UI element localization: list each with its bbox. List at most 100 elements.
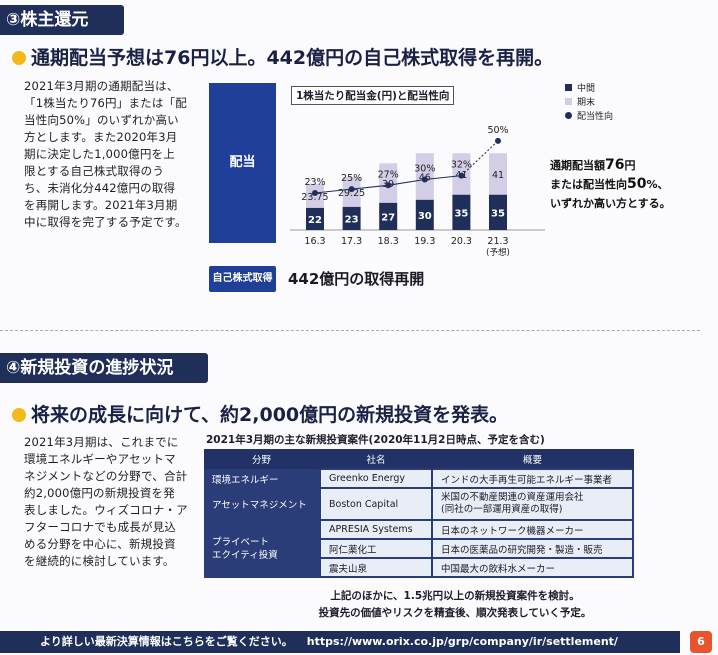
footer-bar: より詳しい最新決算情報はこちらをご覧ください。 https://www.orix.… [0,631,680,653]
text-line: 約2,000億円の新規投資を発 [24,486,175,500]
cell-field: アセットマネジメント [204,488,320,520]
bar-year-end [415,153,434,200]
data-label-interim: 22 [308,215,322,226]
payout-ratio-label: 25% [341,173,362,184]
data-label-interim: 23 [345,214,359,225]
dividend-description: 2021年3月期の通期配当は、 「1株当たり76円」または「配 当性向50%」の… [24,78,187,231]
note-line: いずれか高い方とする。 [550,197,671,210]
investment-table: 分野 社名 概要 環境エネルギー Greenko Energy インドの大手再生… [204,449,634,578]
bar-interim [306,207,324,230]
data-label-interim: 35 [491,208,505,219]
dividend-chart: 2223.7516.32329.2517.3273918.3304619.335… [290,125,545,258]
cell-overview: 日本の医薬品の研究開発・製造・販売 [431,538,634,559]
text-line: 表しました。ウィズコロナ・ア [24,503,188,517]
legend-item-interim: 中間 [565,80,613,94]
cell-company: 震夫山泉 [319,557,433,578]
text-line: 中に取得を完了する予定です。 [24,215,187,229]
table-header-row: 分野 社名 概要 [204,449,634,469]
bullet-dot-icon [12,51,26,65]
section-divider [0,330,700,331]
payout-ratio-line [461,140,499,177]
cell-company: Greenko Energy [319,468,433,489]
investment-footnote: 上記のほかに、1.5兆円以上の新規投資案件を検討。 投資先の価値やリスクを精査後… [275,588,635,622]
text-line: 期に決定した1,000億円を上 [24,147,175,161]
data-label-interim: 30 [418,211,432,222]
footnote-line: 投資先の価値やリスクを精査後、順次発表していく予定。 [318,607,592,619]
bullet-dot-icon [12,408,26,422]
payout-ratio-line [388,178,425,186]
text-line: フターコロナでも成長が見込 [24,520,177,534]
chart-legend: 中間 期末 配当性向 [565,80,613,122]
buyback-label-box: 自己株式取得 [209,266,276,292]
settlement-info-link[interactable]: https://www.orix.co.jp/grp/company/ir/se… [306,635,618,648]
bar-interim [379,202,398,230]
text-line: 当性向50%」のいずれか高い [24,113,179,127]
legend-swatch [565,111,572,119]
bar-interim [415,199,434,230]
data-label-interim: 27 [381,212,395,223]
column-header-field: 分野 [204,449,321,469]
cell-field: 環境エネルギー [204,469,320,488]
column-header-overview: 概要 [432,449,634,469]
dividend-note: 通期配当額76円 または配当性向50%、 いずれか高い方とする。 [550,156,671,213]
x-tick-label: 20.3 [451,236,472,247]
cell-company: Boston Capital [319,487,433,521]
bar-interim [452,194,471,230]
column-header-company: 社名 [320,449,433,469]
table-row: 阿仁薬化工 日本の医薬品の研究開発・製造・販売 [204,538,634,559]
text-line: 「1株当たり76円」または「配 [24,96,187,110]
text-line: を再開します。2021年3月期 [24,198,178,212]
payout-ratio-line [351,184,389,190]
payout-ratio-point [385,182,392,189]
text-line: 環境エネルギーやアセットマ [24,452,176,466]
data-label-year-end: 23.75 [301,192,328,203]
headline-dividend: 通期配当予想は76円以上。442億円の自己株式取得を再開。 [12,43,553,70]
x-tick-sublabel: (予想) [486,247,510,258]
table-row: 環境エネルギー Greenko Energy インドの大手再生可能エネルギー事業… [204,468,634,489]
table-caption: 2021年3月期の主な新規投資案件(2020年11月2日時点、予定を含む) [206,434,545,446]
field-line: エクイティ投資 [212,549,278,561]
note-line: または配当性向50%、 [550,176,669,192]
section-header-new-investments: ④新規投資の進捗状況 [0,353,208,383]
cell-overview: 日本のネットワーク機器メーカー [431,519,634,540]
note-line: 通期配当額76円 [550,157,636,173]
payout-ratio-point [458,172,465,179]
footer-text: より詳しい最新決算情報はこちらをご覧ください。 [40,635,293,648]
table-row: アセットマネジメント Boston Capital 米国の不動産関連の資産運用会… [204,487,634,521]
text-line: ち、未消化分442億円の取得 [24,181,176,195]
cell-field: プライベート エクイティ投資 [204,520,320,577]
payout-ratio-label: 27% [378,169,399,180]
payout-ratio-label: 32% [451,160,472,171]
legend-item-payout-ratio: 配当性向 [565,108,613,122]
payout-ratio-point [312,190,318,196]
text-line: を継続的に検討しています。 [24,554,175,568]
page-number: 6 [690,631,712,653]
payout-ratio-label: 23% [304,177,325,188]
overview-line: (同社の一部運用資産の取得) [441,504,563,515]
payout-ratio-label: 30% [414,163,435,174]
legend-item-year-end: 期末 [565,94,613,108]
x-tick-label: 18.3 [378,236,399,247]
x-tick-label: 16.3 [304,236,325,247]
data-label-interim: 35 [454,208,468,219]
data-label-year-end: 29.25 [338,188,365,199]
table-row: 震夫山泉 中国最大の飲料水メーカー [204,557,634,578]
x-tick-label: 21.3 [487,236,508,247]
buyback-text: 442億円の取得再開 [288,270,425,288]
payout-ratio-point [348,186,355,193]
cell-overview: インドの大手再生可能エネルギー事業者 [431,468,634,489]
payout-ratio-point [421,176,428,183]
text-line: める分野を中心に、新規投資 [24,537,176,551]
x-tick-label: 17.3 [341,236,362,247]
legend-swatch [565,97,572,105]
chart-title: 1株当たり配当金(円)と配当性向 [291,86,455,105]
bar-interim [342,206,361,230]
text-line: 限とする自己株式取得のう [24,164,165,178]
legend-swatch [565,83,572,91]
cell-company: APRESIA Systems [319,519,433,540]
text-line: 2021年3月期の通期配当は、 [24,79,179,93]
dividend-label-box: 配当 [209,83,276,243]
table-row: プライベート エクイティ投資 APRESIA Systems 日本のネットワーク… [204,519,634,577]
cell-company: 阿仁薬化工 [319,538,433,559]
headline-investment: 将来の成長に向けて、約2,000億円の新規投資を発表。 [12,400,508,427]
